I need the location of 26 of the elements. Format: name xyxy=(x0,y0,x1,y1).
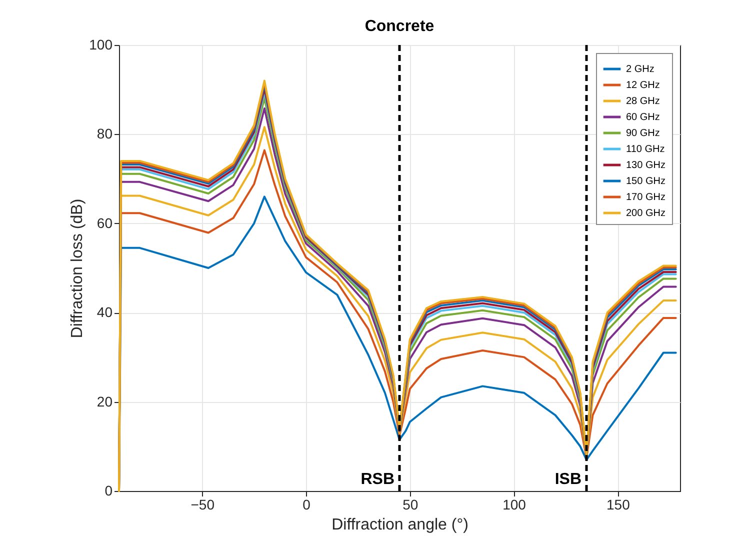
y-tick-label: 60 xyxy=(96,214,113,231)
ref-line-label: RSB xyxy=(360,471,394,488)
y-tick-label: 40 xyxy=(96,304,113,320)
legend-label: 150 GHz xyxy=(626,176,666,187)
legend-label: 170 GHz xyxy=(626,192,666,203)
y-axis-title: Diffraction loss (dB) xyxy=(69,198,86,338)
legend-label: 60 GHz xyxy=(626,112,660,123)
legend-label: 90 GHz xyxy=(626,128,660,139)
legend-label: 2 GHz xyxy=(626,64,654,75)
legend-label: 28 GHz xyxy=(626,96,660,107)
x-tick-label: −50 xyxy=(190,496,215,512)
y-tick-label: 0 xyxy=(104,482,113,498)
x-tick-label: 150 xyxy=(606,496,630,512)
legend-label: 200 GHz xyxy=(626,208,666,219)
y-tick-label: 20 xyxy=(96,393,113,410)
x-axis-title: Diffraction angle (°) xyxy=(332,516,468,534)
ref-line-label: ISB xyxy=(554,471,582,488)
x-tick-label: 0 xyxy=(302,496,311,512)
legend-label: 110 GHz xyxy=(626,144,665,155)
legend-label: 12 GHz xyxy=(626,80,660,91)
legend-label: 130 GHz xyxy=(626,160,666,171)
y-tick-label: 100 xyxy=(89,36,113,52)
x-tick-label: 50 xyxy=(402,496,418,512)
x-tick-label: 100 xyxy=(502,496,526,512)
y-tick-label: 80 xyxy=(96,126,113,142)
chart-title: Concrete xyxy=(364,18,434,35)
